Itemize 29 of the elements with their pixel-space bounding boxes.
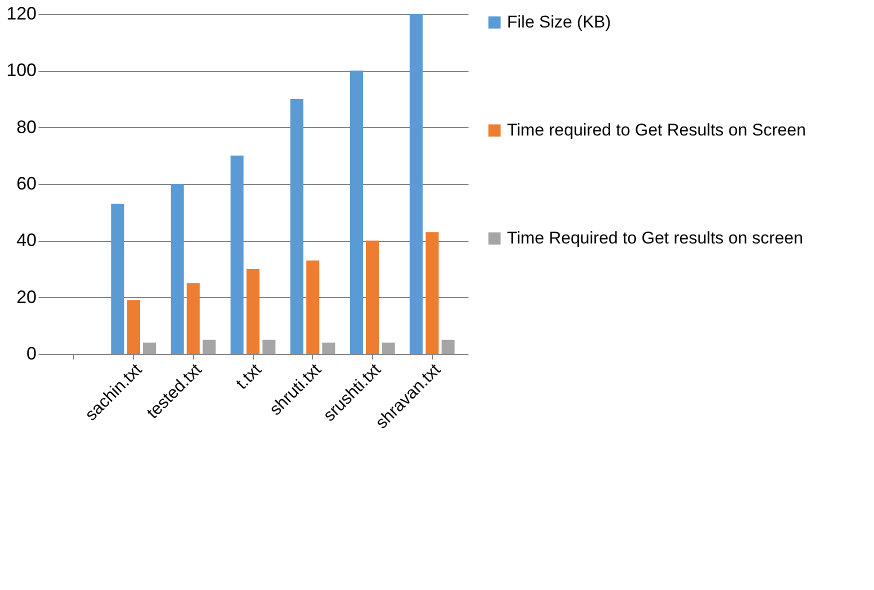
bar	[202, 340, 216, 354]
bar	[350, 70, 364, 354]
bar	[170, 184, 184, 354]
bar	[442, 340, 455, 354]
y-tick-label: 100	[6, 60, 36, 80]
bar	[290, 99, 304, 354]
y-tick-label: 60	[16, 174, 36, 194]
bar	[142, 342, 156, 354]
bar	[246, 269, 260, 354]
bar	[306, 260, 320, 354]
legend-label: File Size (KB)	[507, 12, 611, 32]
legend-label: Time required to Get Results on Screen	[507, 120, 806, 140]
y-tick-label: 0	[26, 344, 36, 364]
y-tick-label: 80	[16, 116, 36, 137]
bar	[230, 156, 244, 354]
bar	[127, 300, 140, 354]
legend-label: Time Required to Get results on screen	[507, 228, 804, 248]
bar	[366, 240, 379, 354]
bar	[382, 342, 395, 354]
bar	[410, 14, 423, 354]
bar	[186, 283, 200, 354]
y-tick-label: 20	[16, 286, 36, 307]
x-tick-label: t.txt	[232, 360, 266, 393]
y-tick-label: 120	[6, 4, 36, 24]
bar	[111, 204, 124, 354]
y-tick-label: 40	[16, 230, 36, 250]
bar	[426, 232, 439, 354]
bar	[322, 342, 336, 354]
bar	[262, 340, 276, 354]
